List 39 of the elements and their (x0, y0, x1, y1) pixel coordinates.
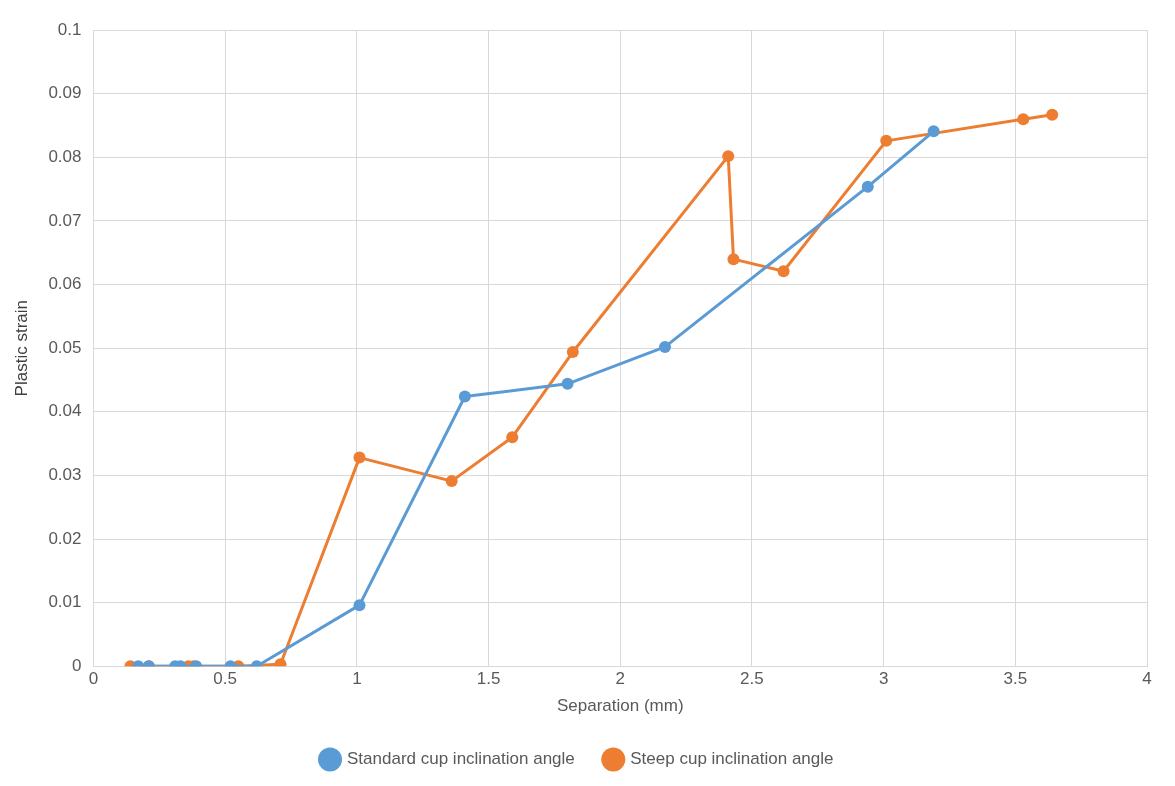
y-tick-label: 0 (72, 655, 82, 675)
y-tick-label: 0.08 (48, 147, 82, 167)
point (861, 180, 874, 193)
x-tick-label: 1 (352, 669, 362, 689)
x-tick-label: 1.5 (476, 669, 501, 689)
x-tick-label: 2.5 (740, 669, 764, 689)
y-tick-label: 0.1 (57, 19, 82, 39)
x-tick-label: 4 (1142, 669, 1152, 689)
y-tick-label: 0.05 (48, 337, 82, 357)
y-tick-label: 0.01 (48, 592, 82, 612)
x-tick-label: 3.5 (1003, 669, 1028, 689)
point (458, 390, 471, 403)
point (1046, 108, 1059, 121)
point (777, 265, 790, 278)
point (506, 431, 519, 444)
y-axis-title: Plastic strain (11, 300, 31, 397)
point (722, 150, 735, 163)
point (566, 346, 579, 359)
y-tick-label: 0.09 (48, 83, 82, 103)
legend-label: Steep cup inclination angle (630, 749, 834, 769)
y-tick-label: 0.04 (48, 401, 82, 421)
point (927, 125, 940, 138)
y-tick-label: 0.02 (48, 528, 82, 548)
legend-label: Standard cup inclination angle (347, 749, 575, 769)
x-tick-label: 0 (88, 669, 99, 689)
point (445, 475, 458, 488)
point (353, 451, 366, 464)
y-tick-label: 0.03 (48, 465, 82, 485)
point (561, 377, 574, 390)
point (880, 134, 893, 147)
point (727, 253, 740, 266)
x-tick-label: 3 (878, 669, 889, 689)
x-tick-label: 0.5 (213, 669, 237, 689)
point (1017, 113, 1030, 126)
y-tick-label: 0.07 (48, 210, 82, 230)
x-tick-label: 2 (615, 669, 625, 689)
y-tick-label: 0.06 (48, 274, 82, 294)
point (659, 340, 672, 353)
x-axis-title: Separation (mm) (556, 696, 684, 716)
